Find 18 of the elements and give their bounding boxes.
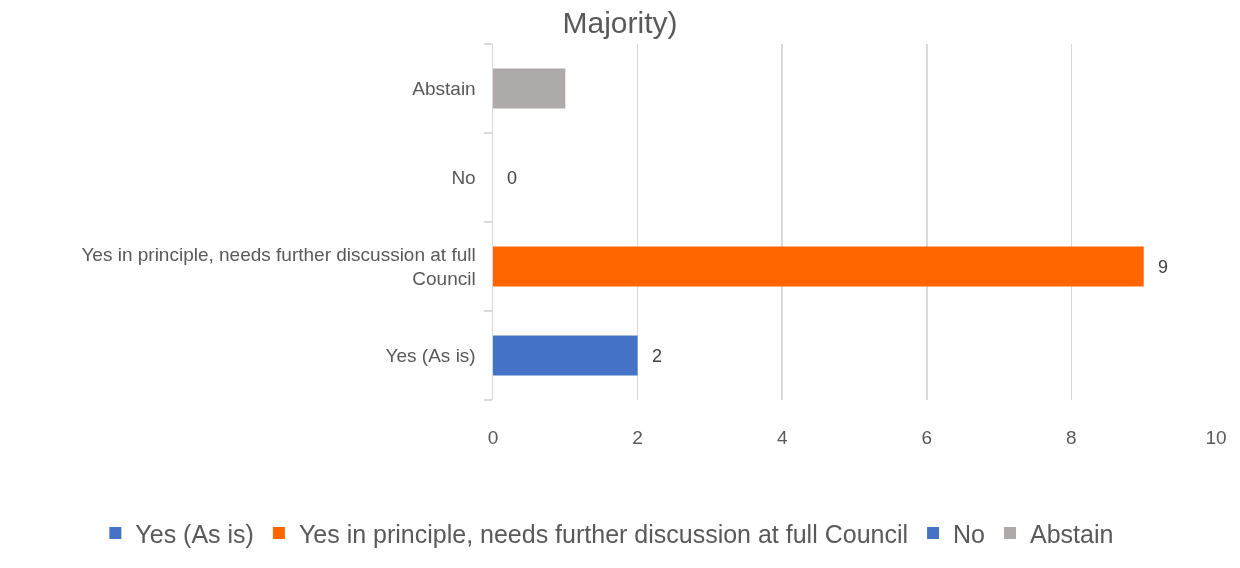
data-label: 0 (507, 168, 518, 188)
x-tick-label: 0 (487, 427, 499, 448)
legend-label: No (953, 519, 986, 548)
legend-label: Abstain (1030, 519, 1114, 548)
data-label: 9 (1158, 257, 1169, 277)
x-tick-label: 8 (1066, 427, 1077, 448)
x-tick-label: 2 (632, 427, 643, 448)
x-tick-label: 6 (921, 427, 933, 448)
y-tick-label: No (451, 167, 476, 189)
y-tick-label: Yes in principle, needs further discussion at full Council (81, 243, 476, 290)
data-label: 2 (652, 346, 663, 366)
legend-label: Yes in principle, needs further discussion at full Council (298, 519, 909, 548)
x-tick-label: 10 (1205, 427, 1227, 448)
chart-title: Majority) (562, 6, 678, 40)
y-tick-label: Abstain (412, 78, 476, 100)
y-tick-label: Yes (As is) (385, 345, 476, 367)
legend-label: Yes (As is) (135, 519, 254, 548)
x-tick-label: 4 (776, 427, 788, 448)
